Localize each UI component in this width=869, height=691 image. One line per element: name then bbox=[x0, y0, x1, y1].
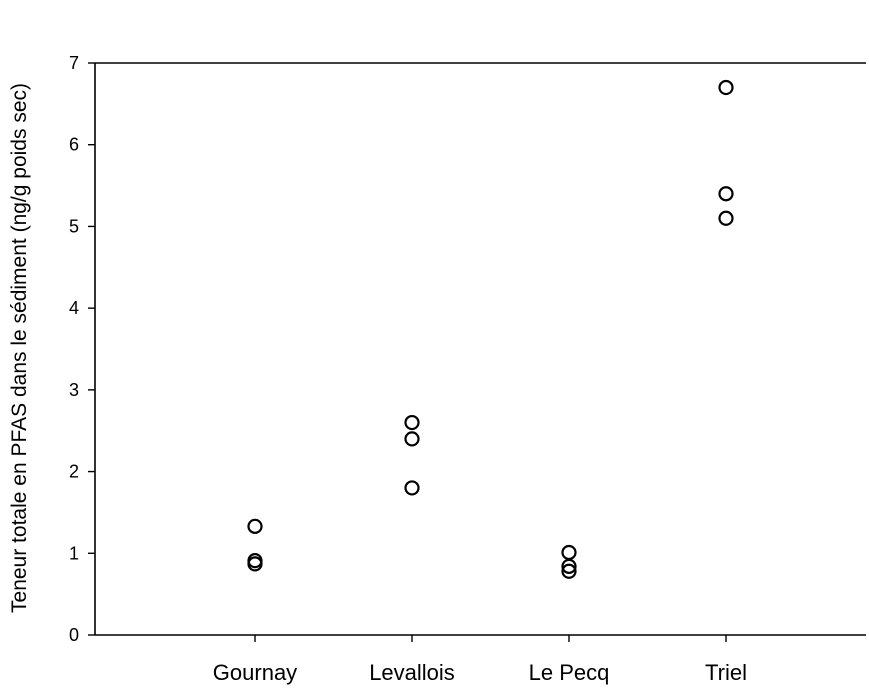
y-axis-title: Teneur totale en PFAS dans le sédiment (… bbox=[8, 83, 31, 613]
data-point bbox=[561, 558, 577, 574]
y-tick-label: 6 bbox=[69, 135, 79, 155]
y-axis-ticks: 0 1 2 3 4 5 6 7 bbox=[69, 53, 95, 645]
data-point bbox=[718, 186, 734, 202]
data-point bbox=[247, 518, 263, 534]
y-tick-label: 4 bbox=[69, 298, 79, 318]
data-point bbox=[561, 563, 577, 579]
y-tick-label: 3 bbox=[69, 380, 79, 400]
data-point bbox=[404, 414, 420, 431]
x-tick-label: Gournay bbox=[213, 660, 297, 685]
data-point bbox=[404, 480, 420, 496]
data-points bbox=[247, 79, 734, 579]
y-tick-label: 1 bbox=[69, 543, 79, 563]
plot-frame bbox=[94, 62, 866, 636]
y-tick-label: 2 bbox=[69, 462, 79, 482]
x-axis-ticks: Gournay Levallois Le Pecq Triel bbox=[213, 635, 747, 685]
data-point bbox=[247, 556, 263, 572]
y-tick-label: 7 bbox=[69, 53, 79, 73]
x-tick-label: Le Pecq bbox=[529, 660, 610, 685]
data-point bbox=[718, 210, 734, 226]
data-point bbox=[718, 79, 734, 96]
y-tick-label: 5 bbox=[69, 216, 79, 236]
x-tick-label: Triel bbox=[705, 660, 747, 685]
x-tick-label: Levallois bbox=[369, 660, 455, 685]
data-point bbox=[404, 431, 420, 447]
y-tick-label: 0 bbox=[69, 625, 79, 645]
data-point bbox=[561, 544, 577, 561]
